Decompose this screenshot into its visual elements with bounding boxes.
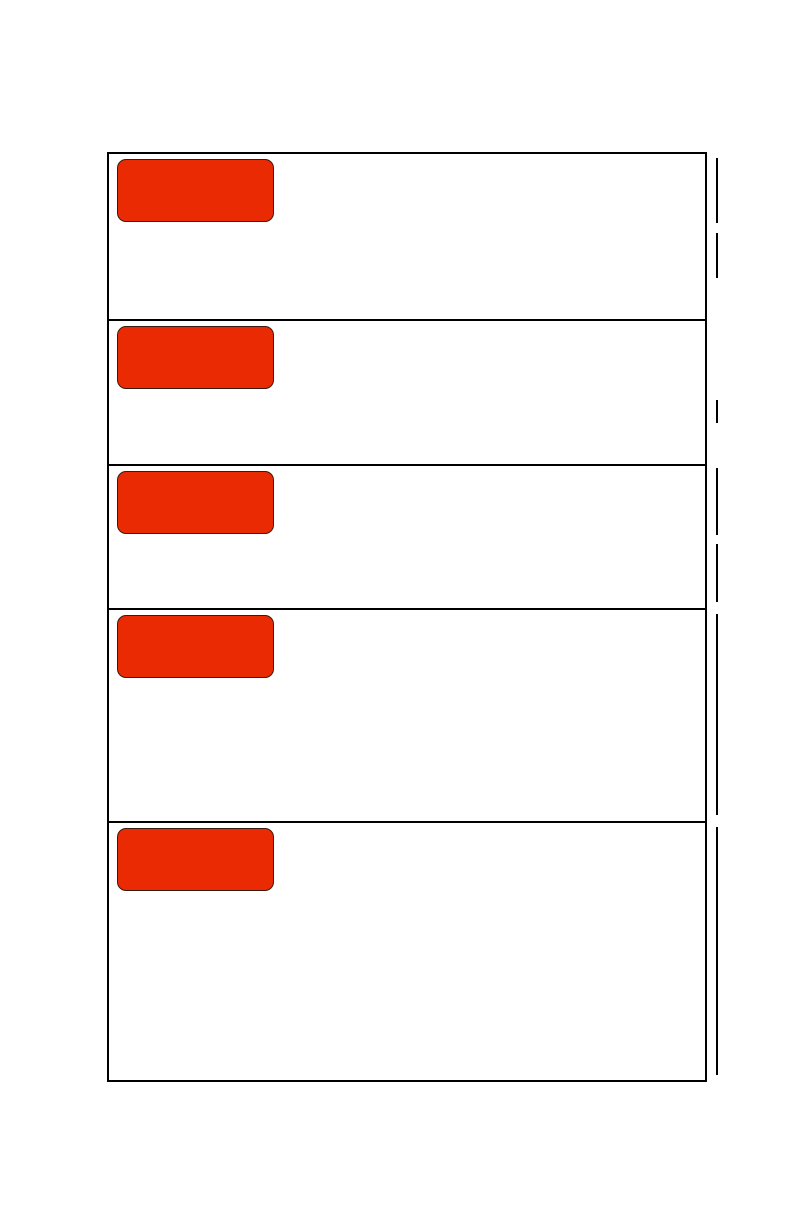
red-label-box (117, 159, 274, 222)
section-1 (109, 154, 705, 321)
section-3 (109, 466, 705, 610)
change-bar (716, 827, 718, 1075)
change-bar (716, 400, 718, 423)
document-frame (107, 152, 707, 1082)
section-2 (109, 321, 705, 466)
red-label-box (117, 615, 274, 678)
red-label-box (117, 828, 274, 891)
change-bar (716, 233, 718, 278)
change-bar (716, 614, 718, 815)
change-bar (716, 544, 718, 602)
section-5 (109, 823, 705, 1080)
section-4 (109, 610, 705, 823)
red-label-box (117, 471, 274, 534)
red-label-box (117, 326, 274, 389)
change-bar (716, 158, 718, 223)
change-bar (716, 468, 718, 535)
